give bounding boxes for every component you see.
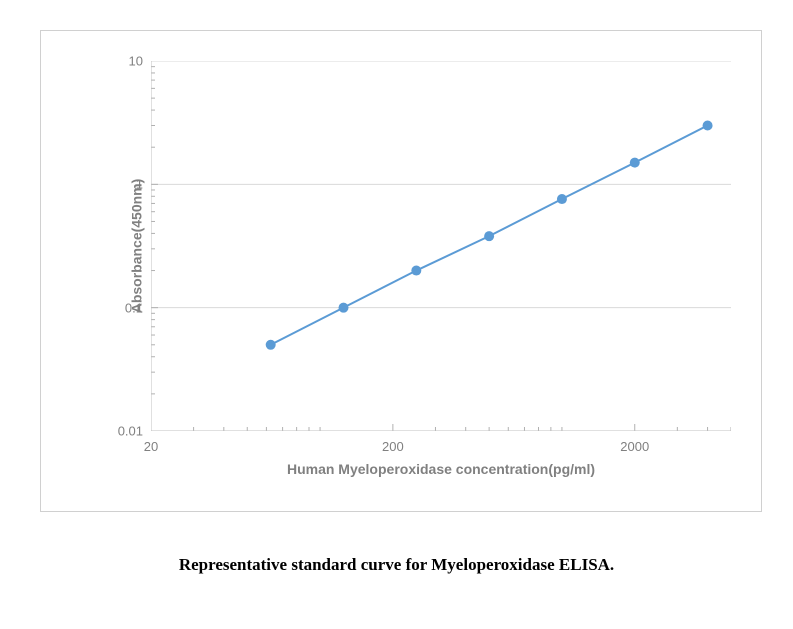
plot-svg	[151, 61, 731, 431]
chart-caption: Representative standard curve for Myelop…	[0, 555, 793, 575]
y-axis-label: Absorbance(450nm)	[128, 179, 144, 314]
y-tick-label: 0.1	[125, 300, 143, 315]
plot-area	[151, 61, 731, 431]
chart-container: Absorbance(450nm) Human Myeloperoxidase …	[40, 30, 762, 512]
x-axis-label: Human Myeloperoxidase concentration(pg/m…	[151, 461, 731, 477]
y-tick-label: 10	[129, 54, 143, 69]
x-tick-label: 200	[382, 439, 404, 454]
x-tick-label: 2000	[620, 439, 649, 454]
y-tick-label: 1	[136, 177, 143, 192]
y-tick-label: 0.01	[118, 424, 143, 439]
x-tick-label: 20	[144, 439, 158, 454]
